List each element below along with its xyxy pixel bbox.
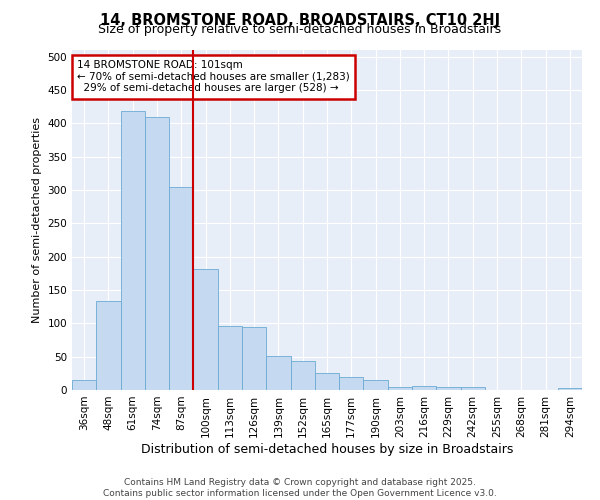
Bar: [315, 372, 339, 390]
Bar: [193, 270, 218, 390]
Text: 14, BROMSTONE ROAD, BROADSTAIRS, CT10 2HJ: 14, BROMSTONE ROAD, BROADSTAIRS, CT10 2H…: [100, 12, 500, 28]
Bar: [461, 388, 485, 390]
Bar: [436, 386, 461, 390]
Bar: [388, 386, 412, 390]
Bar: [169, 186, 193, 390]
Bar: [242, 326, 266, 390]
Bar: [339, 376, 364, 390]
Bar: [266, 356, 290, 390]
Y-axis label: Number of semi-detached properties: Number of semi-detached properties: [32, 117, 42, 323]
Text: Contains HM Land Registry data © Crown copyright and database right 2025.
Contai: Contains HM Land Registry data © Crown c…: [103, 478, 497, 498]
Bar: [364, 380, 388, 390]
Bar: [290, 360, 315, 390]
Bar: [96, 302, 121, 390]
Bar: [72, 380, 96, 390]
Bar: [145, 116, 169, 390]
Bar: [218, 326, 242, 390]
Text: Size of property relative to semi-detached houses in Broadstairs: Size of property relative to semi-detach…: [98, 22, 502, 36]
Text: 14 BROMSTONE ROAD: 101sqm
← 70% of semi-detached houses are smaller (1,283)
  29: 14 BROMSTONE ROAD: 101sqm ← 70% of semi-…: [77, 60, 350, 94]
Bar: [558, 388, 582, 390]
X-axis label: Distribution of semi-detached houses by size in Broadstairs: Distribution of semi-detached houses by …: [141, 442, 513, 456]
Bar: [412, 386, 436, 390]
Bar: [121, 112, 145, 390]
